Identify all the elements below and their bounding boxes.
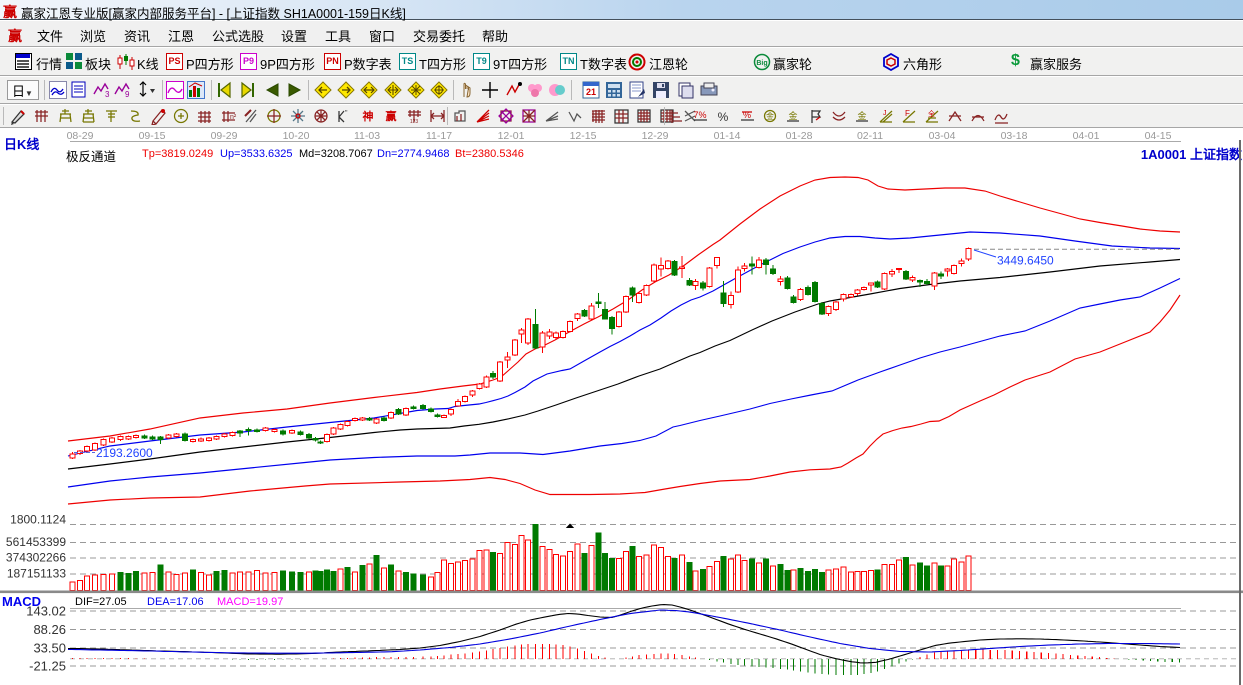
svg-text:374302266: 374302266 (6, 551, 66, 565)
svg-text:赢: 赢 (385, 109, 396, 123)
svg-text:88.26: 88.26 (33, 622, 66, 637)
svg-text:": " (345, 110, 348, 117)
svg-text:123: 123 (410, 119, 419, 125)
svg-text:187151133: 187151133 (7, 567, 67, 581)
svg-text:7%: 7% (694, 110, 707, 120)
svg-text:Big: Big (756, 60, 767, 67)
svg-text:3: 3 (105, 90, 110, 99)
svg-text:%: % (742, 110, 750, 120)
svg-text:J: J (883, 110, 887, 117)
svg-text:全: 全 (928, 109, 935, 118)
svg-text:金: 金 (788, 110, 797, 121)
svg-text:金: 金 (858, 110, 867, 121)
svg-text:21: 21 (586, 87, 596, 97)
svg-text:n²: n² (230, 114, 237, 121)
svg-text:金: 金 (766, 111, 774, 121)
svg-text:2193.2600: 2193.2600 (96, 446, 153, 460)
svg-text:F: F (905, 109, 910, 118)
svg-text:神: 神 (362, 109, 373, 123)
svg-text:143.02: 143.02 (26, 604, 66, 619)
svg-text:3449.6450: 3449.6450 (997, 254, 1054, 268)
svg-text:-21.25: -21.25 (29, 659, 66, 674)
svg-text:561453399: 561453399 (6, 535, 66, 549)
svg-text:1800.1124: 1800.1124 (10, 513, 66, 527)
svg-text:33.50: 33.50 (33, 640, 66, 655)
svg-text:9: 9 (125, 90, 130, 99)
svg-text:%: % (718, 110, 729, 124)
